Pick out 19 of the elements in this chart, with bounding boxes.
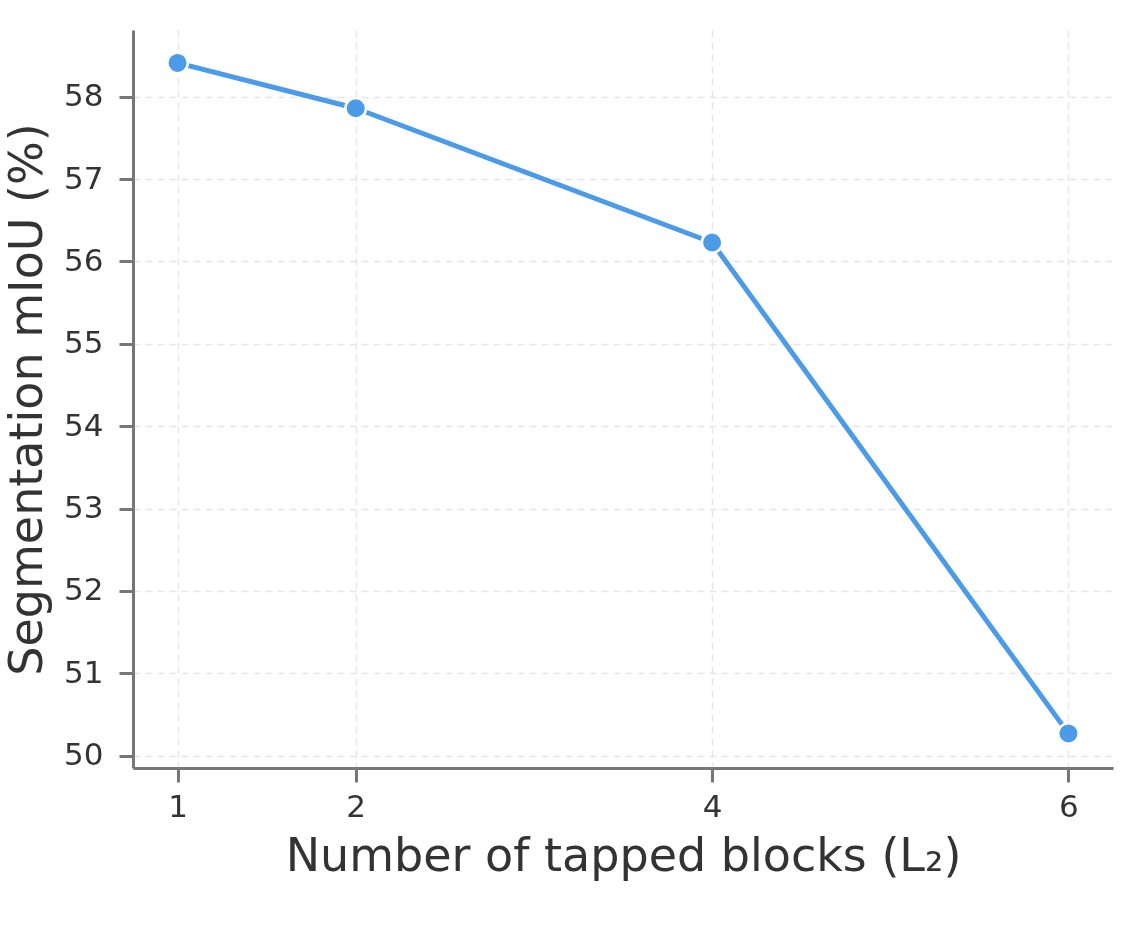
y-axis-title: Segmentation mIoU (%) — [0, 123, 54, 676]
y-tick-label: 52 — [64, 571, 104, 608]
x-tick-label: 4 — [702, 787, 723, 824]
point — [1056, 721, 1080, 745]
y-tick-label: 53 — [64, 489, 104, 526]
y-tick-label: 55 — [64, 324, 104, 361]
point — [700, 231, 724, 254]
x-tick-label: 1 — [168, 787, 188, 824]
y-tick-label: 51 — [64, 653, 104, 690]
y-tick-label: 54 — [64, 406, 104, 443]
y-tick-label: 57 — [64, 159, 104, 196]
point — [344, 96, 368, 120]
x-tick-label: 6 — [1059, 787, 1079, 824]
y-tick-label: 50 — [64, 736, 104, 773]
y-tick-label: 58 — [64, 77, 104, 114]
point — [166, 51, 190, 75]
x-tick-label: 2 — [346, 787, 367, 824]
y-tick-label: 56 — [64, 241, 104, 278]
x-axis-title: Number of tapped blocks (L₂) — [285, 827, 962, 882]
